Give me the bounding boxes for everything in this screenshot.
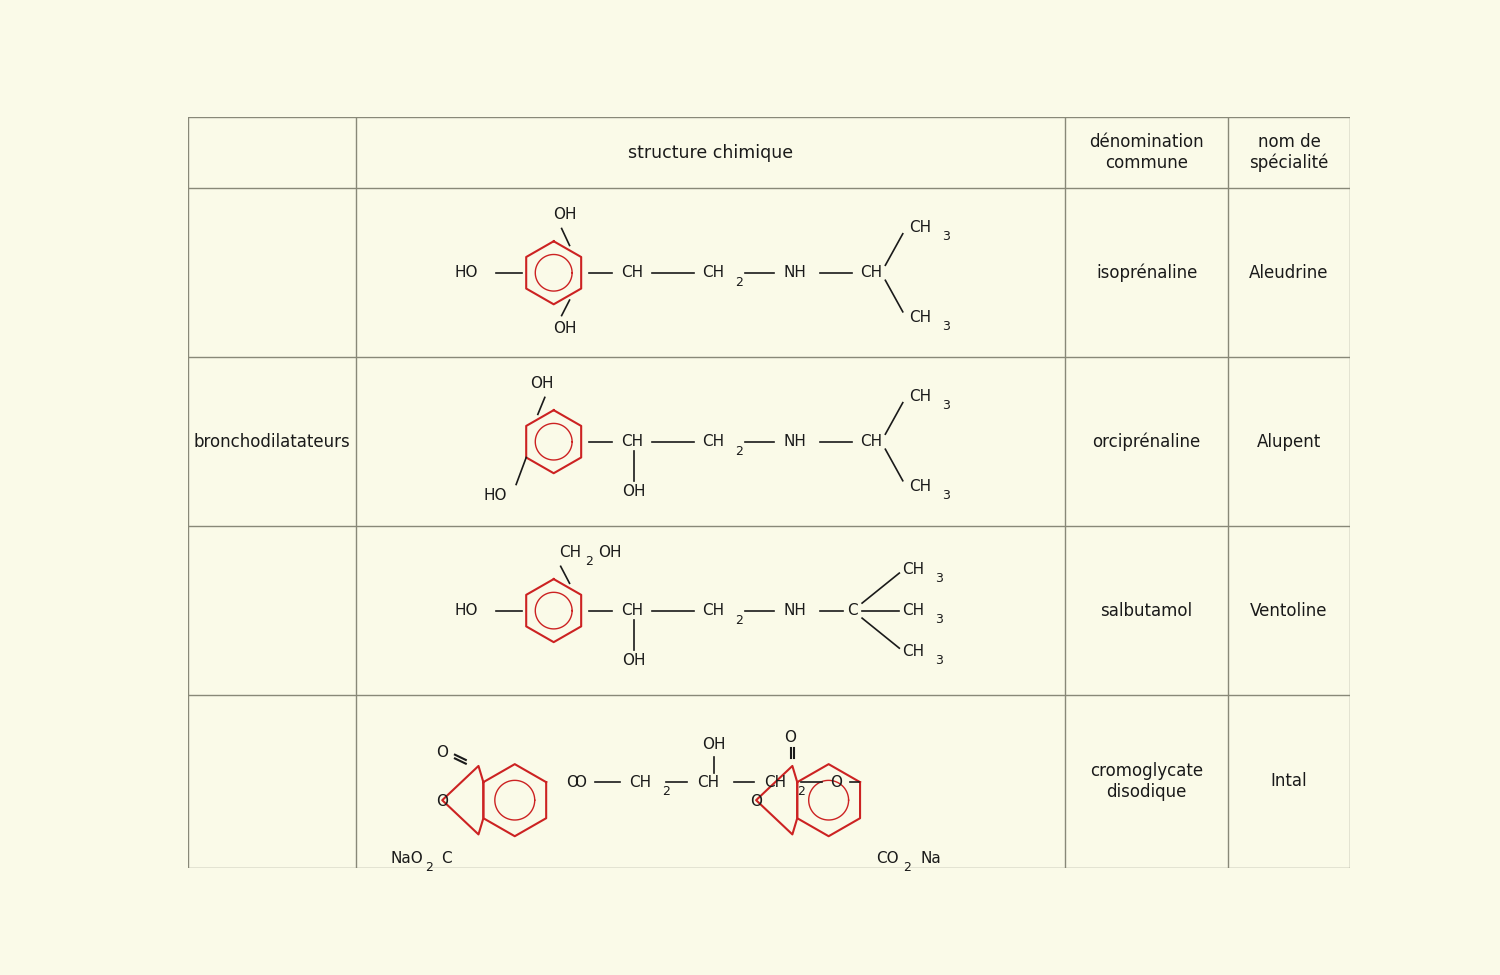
Text: OH: OH — [622, 653, 646, 669]
Text: CH: CH — [702, 434, 724, 449]
Text: Ventoline: Ventoline — [1250, 602, 1328, 620]
Text: Intal: Intal — [1270, 772, 1308, 791]
Text: CH: CH — [698, 775, 718, 790]
Text: 2: 2 — [662, 786, 670, 799]
Text: CH: CH — [621, 604, 644, 618]
Text: bronchodilatateurs: bronchodilatateurs — [194, 433, 350, 450]
Text: 2: 2 — [426, 861, 433, 875]
Text: Alupent: Alupent — [1257, 433, 1322, 450]
Text: HO: HO — [484, 488, 507, 503]
Text: OH: OH — [622, 485, 646, 499]
Text: isoprénaline: isoprénaline — [1096, 263, 1197, 282]
Text: CH: CH — [702, 604, 724, 618]
Text: 2: 2 — [585, 556, 592, 568]
Text: CH: CH — [861, 265, 882, 280]
Text: NH: NH — [783, 265, 806, 280]
Text: OH: OH — [598, 545, 621, 561]
Text: CH: CH — [630, 775, 651, 790]
Text: 3: 3 — [942, 399, 950, 412]
Text: CH: CH — [861, 434, 882, 449]
Text: 3: 3 — [942, 321, 950, 333]
Text: C: C — [441, 851, 452, 866]
Text: CH: CH — [560, 545, 582, 561]
Text: 2: 2 — [903, 861, 910, 875]
Text: NaO: NaO — [392, 851, 423, 866]
Text: CO: CO — [876, 851, 898, 866]
Text: nom de
spécialité: nom de spécialité — [1250, 133, 1329, 173]
Text: CH: CH — [902, 644, 924, 659]
Text: CH: CH — [909, 310, 932, 326]
Text: O: O — [830, 775, 842, 790]
Text: CH: CH — [909, 389, 932, 405]
Text: 3: 3 — [934, 571, 944, 585]
Text: HO: HO — [454, 265, 478, 280]
Text: O: O — [566, 775, 578, 790]
Text: OH: OH — [554, 321, 576, 335]
Text: 3: 3 — [942, 230, 950, 243]
Text: OH: OH — [554, 208, 576, 222]
Text: 2: 2 — [735, 276, 742, 289]
Text: cromoglycate
disodique: cromoglycate disodique — [1090, 762, 1203, 800]
Text: orciprénaline: orciprénaline — [1092, 433, 1200, 451]
Text: CH: CH — [902, 604, 924, 618]
Text: CH: CH — [909, 220, 932, 235]
Text: CH: CH — [909, 480, 932, 494]
Text: OH: OH — [530, 376, 554, 391]
Text: structure chimique: structure chimique — [628, 143, 794, 162]
Text: 2: 2 — [735, 445, 742, 458]
Text: OH: OH — [702, 737, 726, 752]
Text: 2: 2 — [796, 786, 806, 799]
Text: NH: NH — [783, 434, 806, 449]
Text: 3: 3 — [942, 489, 950, 502]
Text: salbutamol: salbutamol — [1101, 602, 1192, 620]
Text: 3: 3 — [934, 654, 944, 668]
Text: Aleudrine: Aleudrine — [1250, 264, 1329, 282]
Text: O: O — [436, 745, 448, 760]
Text: O: O — [784, 730, 796, 745]
Text: CH: CH — [902, 562, 924, 577]
Text: O: O — [436, 795, 448, 809]
Text: HO: HO — [454, 604, 478, 618]
Text: CH: CH — [621, 434, 644, 449]
Text: O: O — [574, 775, 586, 790]
Text: CH: CH — [702, 265, 724, 280]
Text: 2: 2 — [735, 614, 742, 627]
Text: O: O — [750, 795, 762, 809]
Text: Na: Na — [921, 851, 942, 866]
Text: 3: 3 — [934, 613, 944, 626]
Text: NH: NH — [783, 604, 806, 618]
Text: CH: CH — [621, 265, 644, 280]
Text: CH: CH — [765, 775, 786, 790]
Text: C: C — [847, 604, 858, 618]
Text: dénomination
commune: dénomination commune — [1089, 134, 1204, 172]
